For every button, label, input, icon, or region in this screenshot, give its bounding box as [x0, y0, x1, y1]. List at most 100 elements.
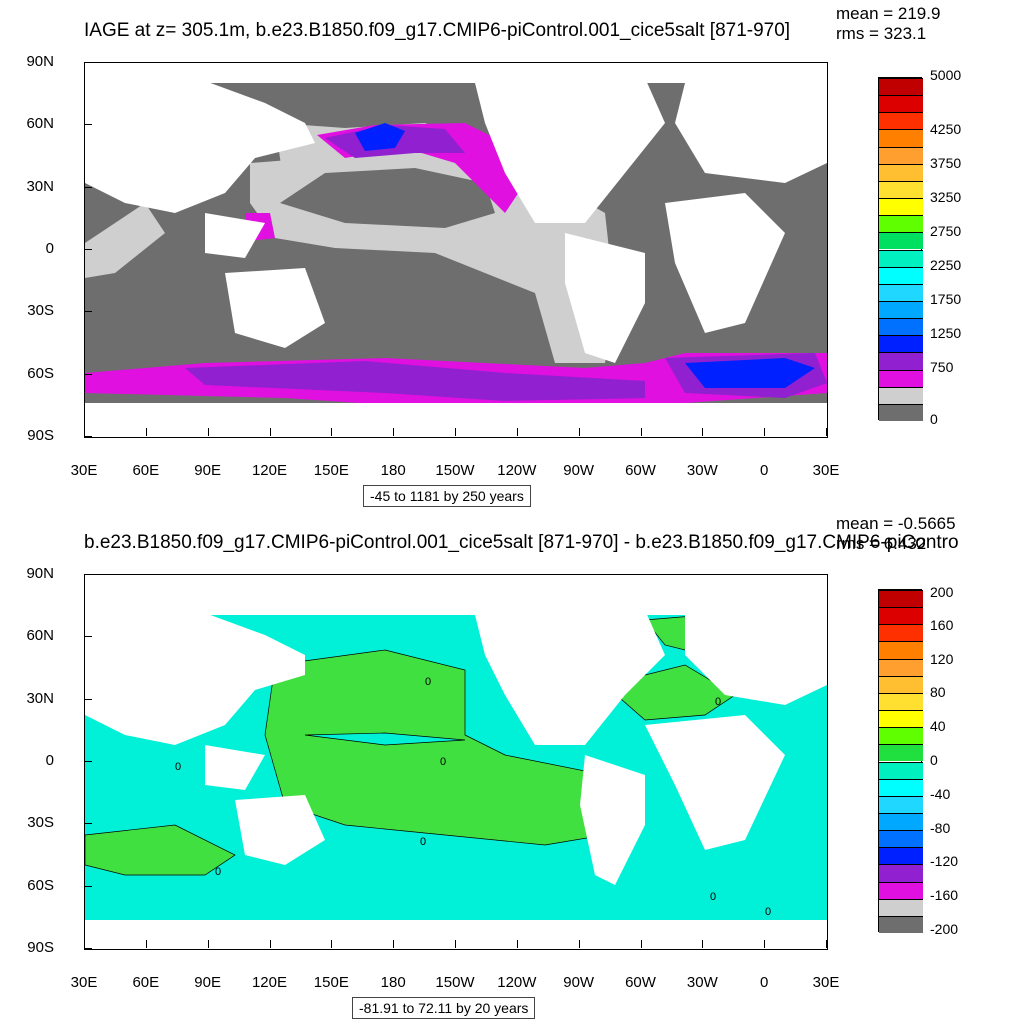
colorbar-label: 40	[930, 718, 946, 734]
y-tick-label: 90S	[27, 939, 54, 956]
x-tick-mark	[84, 428, 85, 436]
colorbar	[878, 589, 923, 933]
panel-title: b.e23.B1850.f09_g17.CMIP6-piControl.001_…	[84, 532, 959, 553]
diff-green-region	[85, 824, 236, 876]
y-tick-label: 90S	[27, 427, 54, 444]
colorbar-swatch	[879, 590, 923, 608]
x-tick-label: 90E	[194, 974, 221, 991]
x-tick-mark	[826, 940, 827, 948]
colorbar-label: -120	[930, 853, 959, 869]
iage-purple	[185, 361, 645, 401]
land-arctic	[85, 575, 827, 615]
colorbar-swatch	[879, 761, 923, 779]
colorbar-swatch	[879, 658, 923, 676]
y-tick-mark	[84, 823, 92, 825]
x-tick-mark	[455, 940, 456, 948]
y-tick-label: 30N	[26, 177, 54, 195]
colorbar-label: 200	[930, 584, 954, 600]
x-tick-label: 120W	[497, 462, 537, 479]
land-north-america	[475, 78, 665, 223]
colorbar-label: 80	[930, 684, 946, 700]
x-tick-label: 180	[380, 462, 406, 479]
colorbar-swatch	[879, 300, 923, 319]
x-tick-mark	[269, 940, 271, 948]
x-tick-mark	[764, 428, 766, 436]
y-tick-mark	[84, 636, 92, 638]
colorbar-swatch	[879, 881, 923, 899]
land-antarctica	[85, 920, 827, 949]
x-tick-mark	[393, 428, 395, 436]
panel-title: IAGE at z= 305.1m, b.e23.B1850.f09_g17.C…	[84, 20, 791, 41]
x-tick-mark	[516, 940, 518, 948]
x-tick-label: 30E	[70, 462, 98, 479]
colorbar-label: -200	[930, 921, 959, 937]
colorbar-swatch	[879, 898, 923, 916]
contour-label: 0	[175, 761, 181, 773]
colorbar-label: 1250	[930, 325, 962, 341]
land-south-america	[580, 755, 645, 885]
colorbar-label: 2750	[930, 223, 962, 239]
map-plot	[84, 62, 828, 438]
x-tick-mark	[269, 428, 271, 436]
colorbar-swatch	[879, 249, 923, 267]
x-tick-label: 0	[759, 974, 769, 991]
colorbar-swatch	[879, 692, 923, 711]
x-tick-mark	[145, 940, 147, 948]
y-tick-mark	[84, 698, 92, 700]
colorbar-swatch	[879, 607, 923, 625]
x-tick-label: 150W	[435, 974, 475, 991]
colorbar-swatch	[879, 283, 923, 301]
x-tick-label: 90W	[563, 462, 595, 479]
colorbar-swatch	[879, 95, 923, 113]
x-tick-label: 180	[380, 974, 406, 991]
x-tick-mark	[207, 428, 209, 436]
x-tick-mark	[702, 428, 704, 436]
colorbar-label: 160	[930, 617, 954, 633]
land-indonesia	[205, 745, 265, 790]
y-tick-mark	[84, 885, 92, 887]
x-tick-mark	[145, 428, 147, 436]
contour-label: 0	[715, 696, 721, 708]
land-asia	[85, 81, 315, 213]
colorbar-swatch	[879, 915, 923, 933]
x-tick-label: 30E	[812, 974, 840, 991]
contour-label: 0	[440, 756, 446, 768]
x-tick-mark	[455, 428, 456, 436]
colorbar-swatch	[879, 198, 923, 216]
colorbar-swatch	[879, 778, 923, 796]
y-tick-mark	[84, 948, 92, 949]
x-tick-mark	[84, 940, 85, 948]
land-north-america	[475, 610, 665, 745]
x-tick-label: 0	[759, 462, 769, 479]
land-africa	[665, 193, 785, 333]
contour-labels: 0 0 0 0 0 0 0 0	[175, 676, 771, 918]
y-tick-mark	[84, 124, 92, 126]
colorbar-swatch	[879, 232, 923, 250]
x-tick-mark	[516, 428, 518, 436]
y-tick-label: 90N	[26, 565, 54, 582]
colorbar-swatch	[879, 403, 923, 421]
contour-caption: -45 to 1181 by 250 years	[363, 485, 531, 507]
colorbar-swatch	[879, 795, 923, 813]
y-tick-label: 60S	[27, 876, 54, 894]
x-tick-mark	[640, 428, 642, 436]
colorbar-swatch	[879, 727, 923, 745]
y-tick-mark	[84, 186, 92, 188]
contour-caption: -81.91 to 72.11 by 20 years	[352, 997, 536, 1019]
x-tick-label: 60W	[625, 974, 656, 991]
land-europe	[675, 83, 827, 183]
colorbar-swatch	[879, 266, 923, 284]
x-tick-label: 90E	[194, 462, 221, 479]
x-tick-mark	[331, 940, 333, 948]
land-indonesia	[205, 213, 265, 258]
rms-value: rms = 6.432	[836, 534, 927, 553]
colorbar-swatch	[879, 180, 923, 199]
y-tick-mark	[84, 311, 92, 313]
x-tick-mark	[393, 940, 395, 948]
x-tick-mark	[578, 940, 580, 948]
land-asia	[85, 613, 305, 745]
x-tick-label: 120E	[251, 462, 288, 479]
panel-iage: IAGE at z= 305.1m, b.e23.B1850.f09_g17.C…	[26, 4, 962, 507]
y-tick-label: 60N	[26, 115, 54, 133]
colorbar-label: 0	[930, 411, 938, 427]
